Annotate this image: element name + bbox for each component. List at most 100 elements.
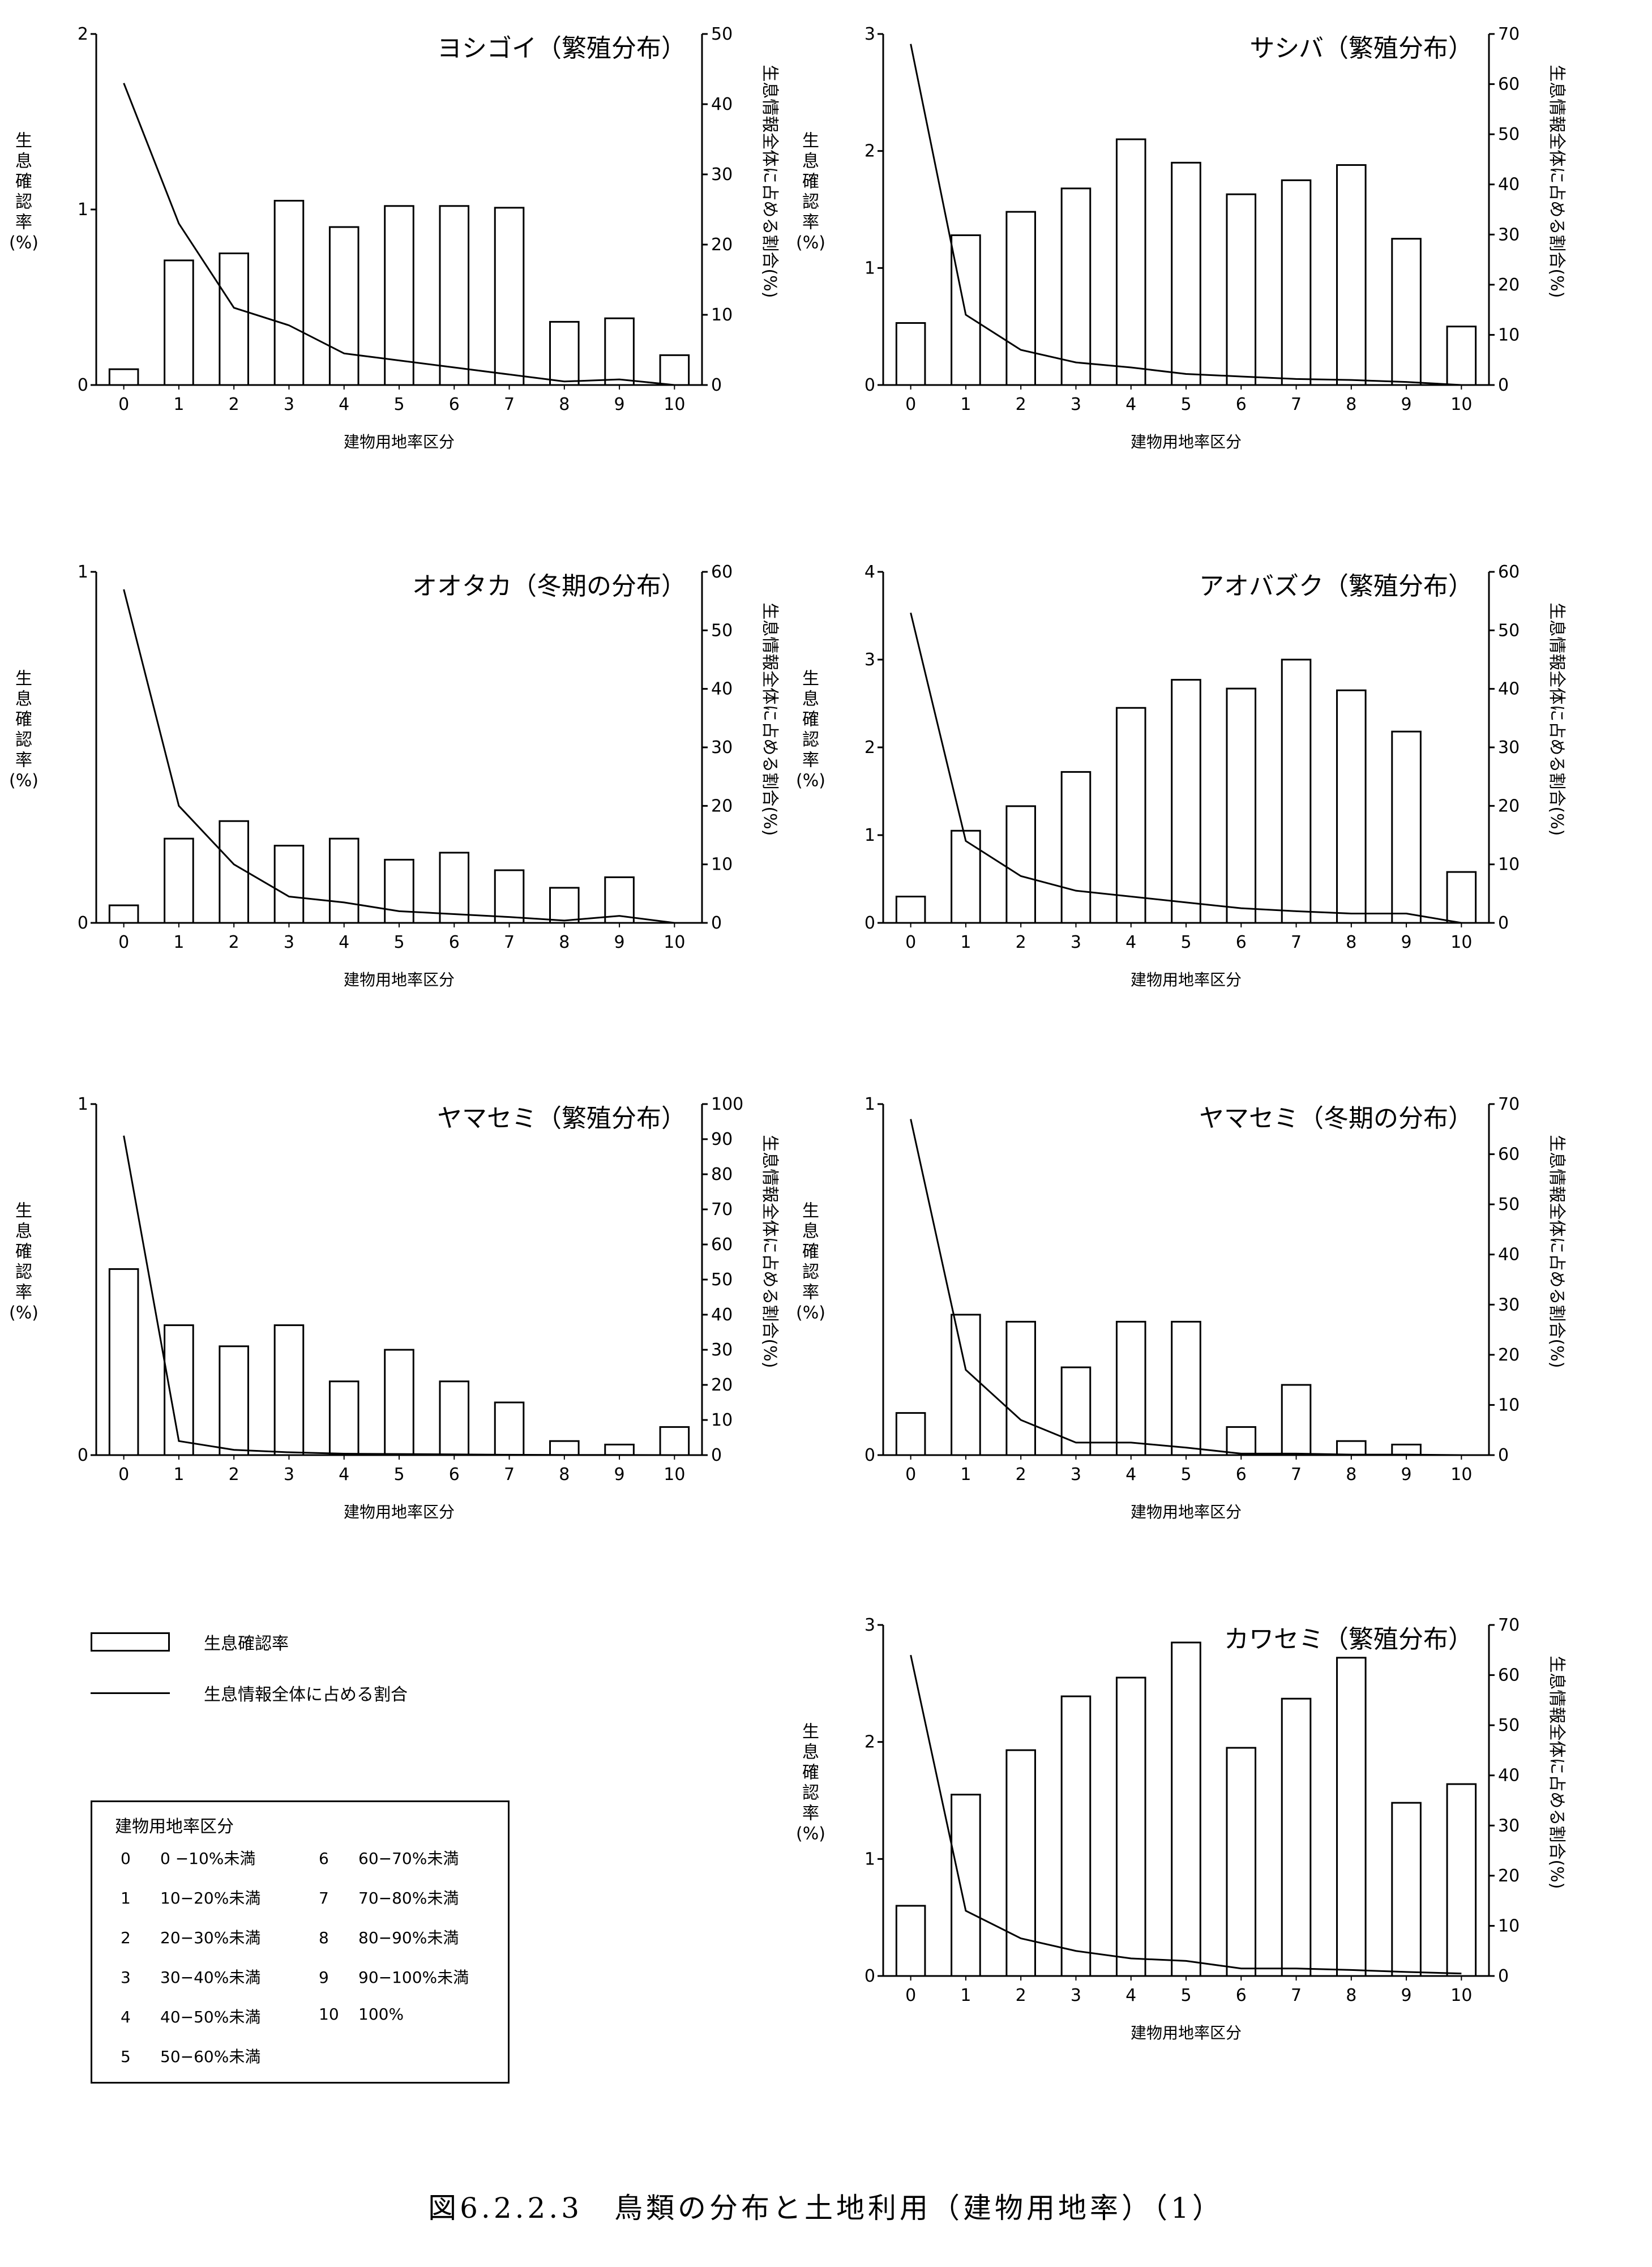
x-tick-label: 10: [1450, 1986, 1472, 2005]
bar-9: [1391, 1802, 1422, 1977]
bar-10: [1446, 1783, 1477, 1977]
chart-yamasemi-breeding: 0 1 0 10 20 30 40 50 60 70 80 90 100 0 1 2 3 4 5 6 7 8 9 10 ヤマセミ…: [9, 1093, 787, 1580]
chart-title: オオタカ（冬期の分布）: [412, 572, 686, 601]
left-tick-label: 2: [864, 738, 875, 758]
x-tick-label: 4: [1125, 1986, 1136, 2005]
x-tick-label: 0: [905, 395, 916, 414]
left-tick-label: 0: [78, 1445, 88, 1465]
x-tick-label: 7: [1291, 1986, 1302, 2005]
left-axis-label: 生息確認率(%): [796, 1201, 825, 1323]
share-line: [910, 1654, 1462, 1975]
right-tick-label: 40: [711, 1305, 733, 1325]
x-tick-label: 5: [1180, 1986, 1191, 2005]
left-axis-label-part: 確: [802, 709, 819, 729]
x-tick-label: 9: [614, 933, 625, 952]
left-tick-label: 4: [864, 562, 875, 582]
left-axis-label-part: 率: [802, 1282, 819, 1302]
chart-ootaka: 0 1 0 10 20 30 40 50 60 0 1 2 3 4 5 6 7 8 9 10 オオタカ（冬期の分布） 建物…: [9, 561, 787, 1047]
right-axis-label: 生息情報全体に占める割合(%): [1547, 1656, 1567, 1889]
right-tick-label: 50: [711, 621, 733, 640]
x-tick-label: 7: [504, 933, 515, 952]
left-axis-label-part: (%): [9, 233, 38, 253]
x-tick-label: 0: [905, 1465, 916, 1485]
bar-0: [895, 322, 926, 386]
x-tick-label: 7: [1291, 933, 1302, 952]
right-tick-label: 10: [711, 855, 733, 875]
left-axis-label: 生息確認率(%): [9, 131, 38, 253]
bar-9: [604, 1443, 635, 1456]
x-tick-label: 7: [1291, 395, 1302, 414]
x-tick-label: 2: [229, 395, 239, 414]
left-tick-label: 2: [864, 142, 875, 161]
right-tick-label: 40: [1498, 1766, 1520, 1786]
bar-2: [219, 1345, 249, 1456]
left-axis-label-part: 息: [15, 1221, 32, 1241]
x-tick-label: 8: [1346, 1986, 1356, 2005]
left-axis-label-part: (%): [796, 1303, 825, 1323]
bar-0: [895, 1905, 926, 1977]
x-tick-label: 3: [284, 1465, 294, 1485]
right-tick-label: 60: [1498, 1145, 1520, 1165]
bar-1: [951, 829, 981, 924]
legend-bar-label: 生息確認率: [204, 1634, 289, 1654]
class-item-3: 3 30−40%未満: [121, 1968, 261, 1987]
left-axis-label-part: 認: [802, 730, 819, 750]
bar-4: [1115, 1676, 1146, 1977]
bar-4: [328, 837, 359, 924]
x-tick-label: 10: [664, 1465, 685, 1485]
left-axis-label-part: 生: [802, 1722, 819, 1742]
x-tick-label: 6: [1236, 933, 1247, 952]
left-axis-label-part: 確: [802, 1763, 819, 1782]
x-tick-label: 3: [1071, 933, 1081, 952]
class-item-7: 7 70−80%未満: [319, 1889, 459, 1907]
right-tick-label: 20: [711, 1375, 733, 1395]
right-tick-label: 0: [1498, 913, 1509, 933]
x-tick-label: 8: [1346, 1465, 1356, 1485]
left-axis-label-part: 率: [802, 1803, 819, 1823]
left-tick-label: 2: [78, 24, 88, 44]
bar-9: [604, 876, 635, 924]
bar-9: [1391, 238, 1422, 386]
x-tick-label: 2: [229, 1465, 239, 1485]
x-tick-label: 9: [614, 395, 625, 414]
x-axis-label: 建物用地率区分: [344, 1503, 455, 1521]
class-table-title: 建物用地率区分: [115, 1817, 234, 1837]
x-tick-label: 10: [1450, 933, 1472, 952]
class-item-6: 6 60−70%未満: [319, 1849, 459, 1868]
x-tick-label: 9: [1401, 1986, 1412, 2005]
x-tick-label: 5: [393, 395, 404, 414]
bar-5: [1171, 679, 1201, 924]
left-tick-label: 3: [864, 650, 875, 670]
left-tick-label: 0: [864, 913, 875, 933]
bar-7: [1281, 658, 1312, 924]
bar-6: [1226, 193, 1257, 386]
left-axis-label-part: 生: [15, 131, 32, 151]
x-tick-label: 6: [1236, 395, 1247, 414]
x-tick-label: 3: [284, 395, 294, 414]
right-tick-label: 20: [1498, 275, 1520, 295]
share-line: [123, 1135, 675, 1456]
right-tick-label: 50: [1498, 125, 1520, 144]
bar-10: [1446, 326, 1477, 386]
chart-title: ヨシゴイ（繁殖分布）: [437, 34, 686, 63]
x-tick-label: 5: [1180, 933, 1191, 952]
bar-7: [1281, 179, 1312, 386]
bar-4: [1115, 138, 1146, 386]
share-line: [910, 1119, 1462, 1456]
x-tick-label: 2: [229, 933, 239, 952]
x-tick-label: 2: [1016, 395, 1026, 414]
right-tick-label: 10: [1498, 1395, 1520, 1415]
right-tick-label: 20: [711, 235, 733, 255]
left-axis-label-part: 認: [802, 1262, 819, 1282]
left-axis-label-part: (%): [796, 233, 825, 253]
x-tick-label: 0: [118, 1465, 129, 1485]
left-tick-label: 1: [78, 1094, 88, 1114]
x-tick-label: 5: [393, 933, 404, 952]
left-axis-label-part: 息: [802, 1221, 819, 1241]
left-axis-label-part: (%): [9, 1303, 38, 1323]
x-tick-label: 6: [449, 1465, 460, 1485]
bar-4: [1115, 1320, 1146, 1456]
left-tick-label: 0: [864, 1966, 875, 1986]
